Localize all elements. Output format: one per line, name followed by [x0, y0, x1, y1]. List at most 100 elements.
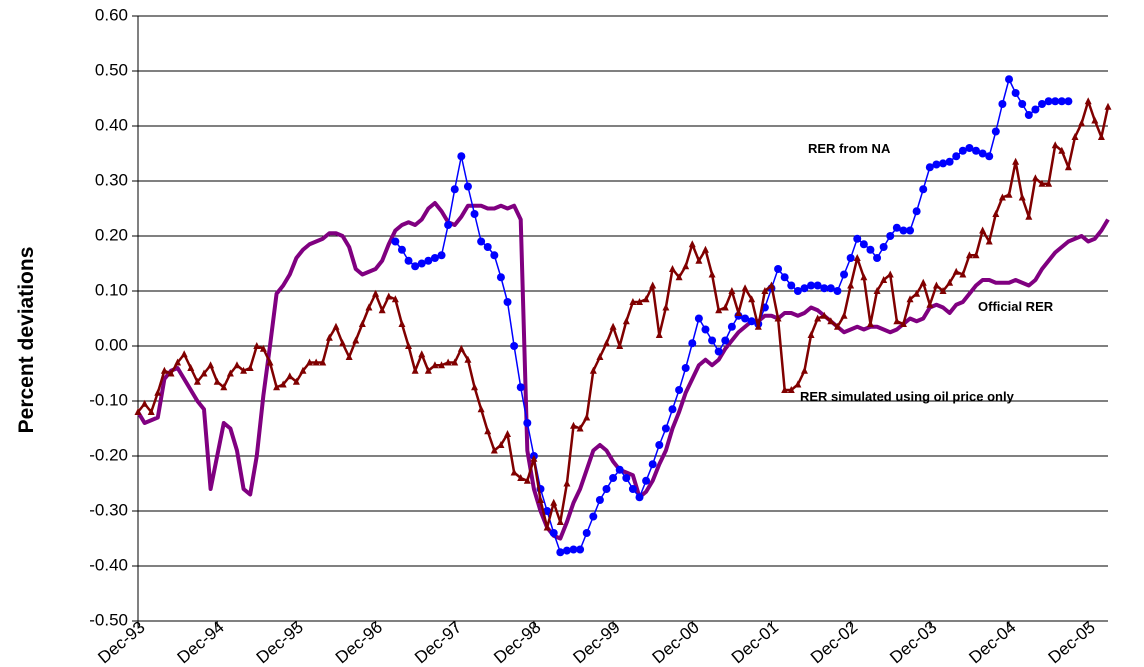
data-point [906, 295, 914, 303]
data-point [668, 405, 677, 414]
data-point [985, 152, 994, 161]
data-point [332, 322, 340, 330]
y-tick-label: -0.40 [89, 555, 128, 574]
data-point [780, 273, 789, 282]
data-point [992, 210, 1000, 217]
data-point [1038, 179, 1046, 187]
data-point [913, 289, 921, 297]
data-point [925, 163, 934, 172]
data-point [694, 314, 703, 323]
data-point [570, 421, 578, 429]
data-point [715, 306, 723, 314]
data-point [840, 270, 849, 279]
y-axis-title: Percent deviations [15, 247, 38, 434]
data-point [451, 358, 459, 366]
data-point [635, 298, 643, 305]
data-point [932, 160, 941, 169]
data-point [1064, 97, 1073, 106]
data-point [847, 281, 855, 289]
data-point [622, 317, 630, 325]
data-point [365, 303, 373, 311]
data-point [972, 146, 981, 155]
data-point [450, 185, 459, 194]
data-point [761, 287, 769, 294]
data-point [826, 284, 835, 293]
data-point [1057, 97, 1066, 106]
data-point [668, 265, 676, 272]
data-point [220, 383, 228, 391]
data-point [1012, 157, 1020, 165]
data-point [523, 476, 531, 484]
data-point [240, 366, 248, 374]
data-point [879, 243, 888, 251]
data-point [193, 377, 201, 385]
data-point [616, 342, 624, 349]
data-point [747, 317, 756, 326]
data-point [312, 358, 320, 366]
data-point [873, 287, 881, 294]
data-point [279, 380, 287, 388]
data-point [793, 287, 802, 295]
data-point [813, 281, 822, 290]
y-tick-label: 0.20 [95, 225, 128, 244]
data-point [576, 424, 584, 432]
data-point [490, 446, 498, 454]
x-tick-label: Dec-01 [728, 618, 782, 667]
data-point [411, 262, 420, 271]
data-point [681, 364, 690, 372]
data-point [141, 399, 149, 407]
data-point [1104, 102, 1112, 110]
y-tick-label: 0.00 [95, 335, 128, 354]
data-point [603, 339, 611, 347]
data-point [391, 295, 399, 303]
data-point [985, 237, 993, 245]
data-point [550, 498, 558, 506]
data-point [477, 237, 486, 246]
data-point [397, 245, 406, 254]
data-point [1024, 111, 1033, 119]
data-point [978, 149, 987, 158]
data-point [167, 369, 175, 377]
data-point [464, 355, 472, 363]
data-point [385, 292, 393, 300]
x-tick-label: Dec-96 [332, 618, 386, 667]
data-point [517, 474, 525, 481]
data-point [965, 144, 974, 152]
x-tick-label: Dec-03 [886, 618, 940, 667]
data-point [1064, 163, 1072, 171]
data-point [226, 369, 234, 377]
data-point [154, 388, 162, 396]
data-point [932, 281, 940, 289]
data-point [794, 380, 802, 388]
data-point [1058, 146, 1066, 154]
data-point [946, 278, 954, 286]
data-point [174, 358, 182, 366]
data-point [629, 298, 637, 305]
data-point [893, 317, 901, 325]
data-point [846, 254, 855, 262]
data-point [569, 545, 578, 554]
data-point [160, 366, 168, 374]
data-point [662, 303, 670, 311]
data-point [352, 336, 360, 344]
data-point [748, 295, 756, 303]
data-point [853, 234, 862, 243]
data-point [1011, 89, 1020, 97]
data-point [886, 270, 894, 278]
data-point [688, 339, 697, 348]
data-point [345, 353, 353, 360]
data-point [926, 300, 934, 308]
data-point [319, 358, 327, 366]
data-point [1045, 179, 1053, 187]
data-point [899, 226, 908, 235]
data-point [866, 245, 875, 254]
data-point [860, 273, 868, 281]
data-point [543, 507, 552, 515]
data-point [827, 317, 835, 325]
data-point [596, 353, 604, 360]
data-point [661, 424, 670, 433]
data-point [609, 474, 618, 482]
data-point [820, 284, 829, 293]
data-point [708, 270, 716, 278]
